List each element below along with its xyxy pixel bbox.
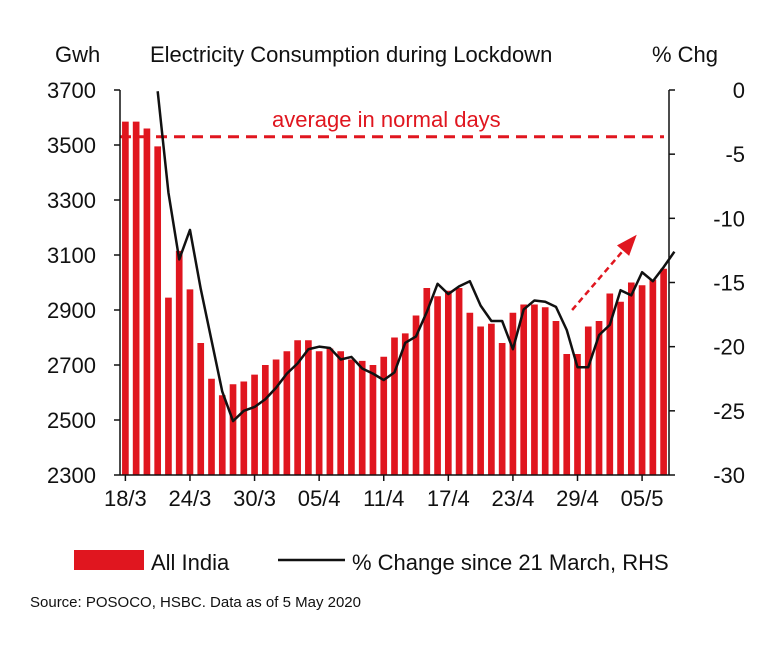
bar	[380, 356, 388, 475]
bar	[197, 343, 205, 475]
bar	[165, 297, 172, 476]
bar	[574, 354, 581, 475]
bar	[541, 307, 549, 475]
bar	[660, 268, 667, 475]
tick-labels: 3700 3500 3300 3100 2900 2700 2500 2300 0 -5 -10 -1…	[47, 78, 745, 511]
left-tick-label: 2300	[47, 463, 96, 488]
left-tick-label: 3500	[47, 133, 96, 158]
bar	[412, 315, 420, 475]
x-tick-label: 17/4	[427, 486, 470, 511]
bar	[143, 128, 151, 475]
line-series-pct-change	[156, 91, 676, 423]
bar	[434, 296, 441, 475]
bar	[606, 293, 614, 475]
bar	[358, 360, 366, 476]
left-tick-label: 2900	[47, 298, 96, 323]
bar	[466, 312, 474, 475]
legend: All India % Change since 21 March, RHS	[74, 550, 669, 575]
bar	[122, 121, 129, 476]
reference-line-group: average in normal days	[120, 107, 664, 139]
left-tick-label: 2500	[47, 408, 96, 433]
right-tick-label: -30	[713, 463, 745, 488]
left-tick-label: 3700	[47, 78, 96, 103]
trend-arrow-shaft	[571, 237, 635, 311]
source-note: Source: POSOCO, HSBC. Data as of 5 May 2…	[30, 594, 361, 611]
bar	[401, 333, 409, 476]
right-axis-label: % Chg	[652, 42, 718, 67]
bar	[477, 326, 484, 475]
chart-title: Electricity Consumption during Lockdown	[150, 42, 552, 67]
bar	[498, 343, 506, 475]
bar	[638, 285, 646, 475]
bar	[563, 354, 571, 475]
bar	[552, 321, 560, 475]
bar	[531, 304, 538, 475]
bar	[186, 289, 194, 476]
bar	[520, 304, 528, 475]
legend-label-bar: All India	[151, 550, 230, 575]
bar	[315, 351, 323, 475]
x-tick-label: 05/5	[621, 486, 664, 511]
bar	[229, 384, 237, 475]
bar	[272, 359, 280, 475]
x-tick-label: 23/4	[491, 486, 534, 511]
right-tick-label: -25	[713, 399, 745, 424]
bar	[649, 279, 657, 475]
bar	[488, 323, 495, 475]
bar	[261, 365, 269, 475]
bar	[617, 301, 624, 475]
bar	[337, 351, 345, 475]
bar	[132, 121, 140, 476]
pct-change-line	[156, 91, 676, 423]
x-tick-label: 18/3	[104, 486, 147, 511]
bar	[326, 348, 334, 475]
bar	[283, 351, 291, 475]
bar	[627, 282, 635, 475]
bar	[423, 288, 431, 475]
left-axis-label: Gwh	[55, 42, 100, 67]
right-tick-label: -5	[725, 142, 745, 167]
electricity-chart: Gwh Electricity Consumption during Lockd…	[47, 42, 745, 575]
left-tick-label: 3100	[47, 243, 96, 268]
legend-label-line: % Change since 21 March, RHS	[352, 550, 669, 575]
bar	[218, 395, 226, 475]
legend-swatch-bar	[74, 550, 144, 570]
trend-arrow-head	[616, 234, 637, 256]
right-tick-label: -20	[713, 335, 745, 360]
right-tick-label: -15	[713, 271, 745, 296]
x-tick-label: 24/3	[169, 486, 212, 511]
bar-series-all-india	[122, 121, 667, 476]
bar	[154, 146, 162, 476]
x-tick-label: 29/4	[556, 486, 599, 511]
bar	[595, 321, 603, 475]
bar	[509, 312, 517, 475]
x-tick-label: 05/4	[298, 486, 341, 511]
reference-line-label: average in normal days	[272, 107, 501, 132]
bar	[175, 250, 183, 475]
left-tick-label: 2700	[47, 353, 96, 378]
x-tick-label: 30/3	[233, 486, 276, 511]
bar	[208, 378, 215, 475]
bar	[444, 290, 452, 475]
bar	[455, 288, 463, 475]
right-tick-label: 0	[733, 78, 745, 103]
bar	[369, 365, 377, 475]
bar	[294, 340, 301, 475]
bar	[348, 359, 355, 475]
trend-arrow	[571, 234, 637, 311]
bar	[240, 381, 248, 475]
bar	[584, 326, 592, 475]
bar	[251, 374, 258, 476]
left-tick-label: 3300	[47, 188, 96, 213]
x-tick-label: 11/4	[363, 486, 404, 511]
bar	[391, 337, 398, 475]
bar	[305, 340, 312, 475]
right-tick-label: -10	[713, 206, 745, 231]
